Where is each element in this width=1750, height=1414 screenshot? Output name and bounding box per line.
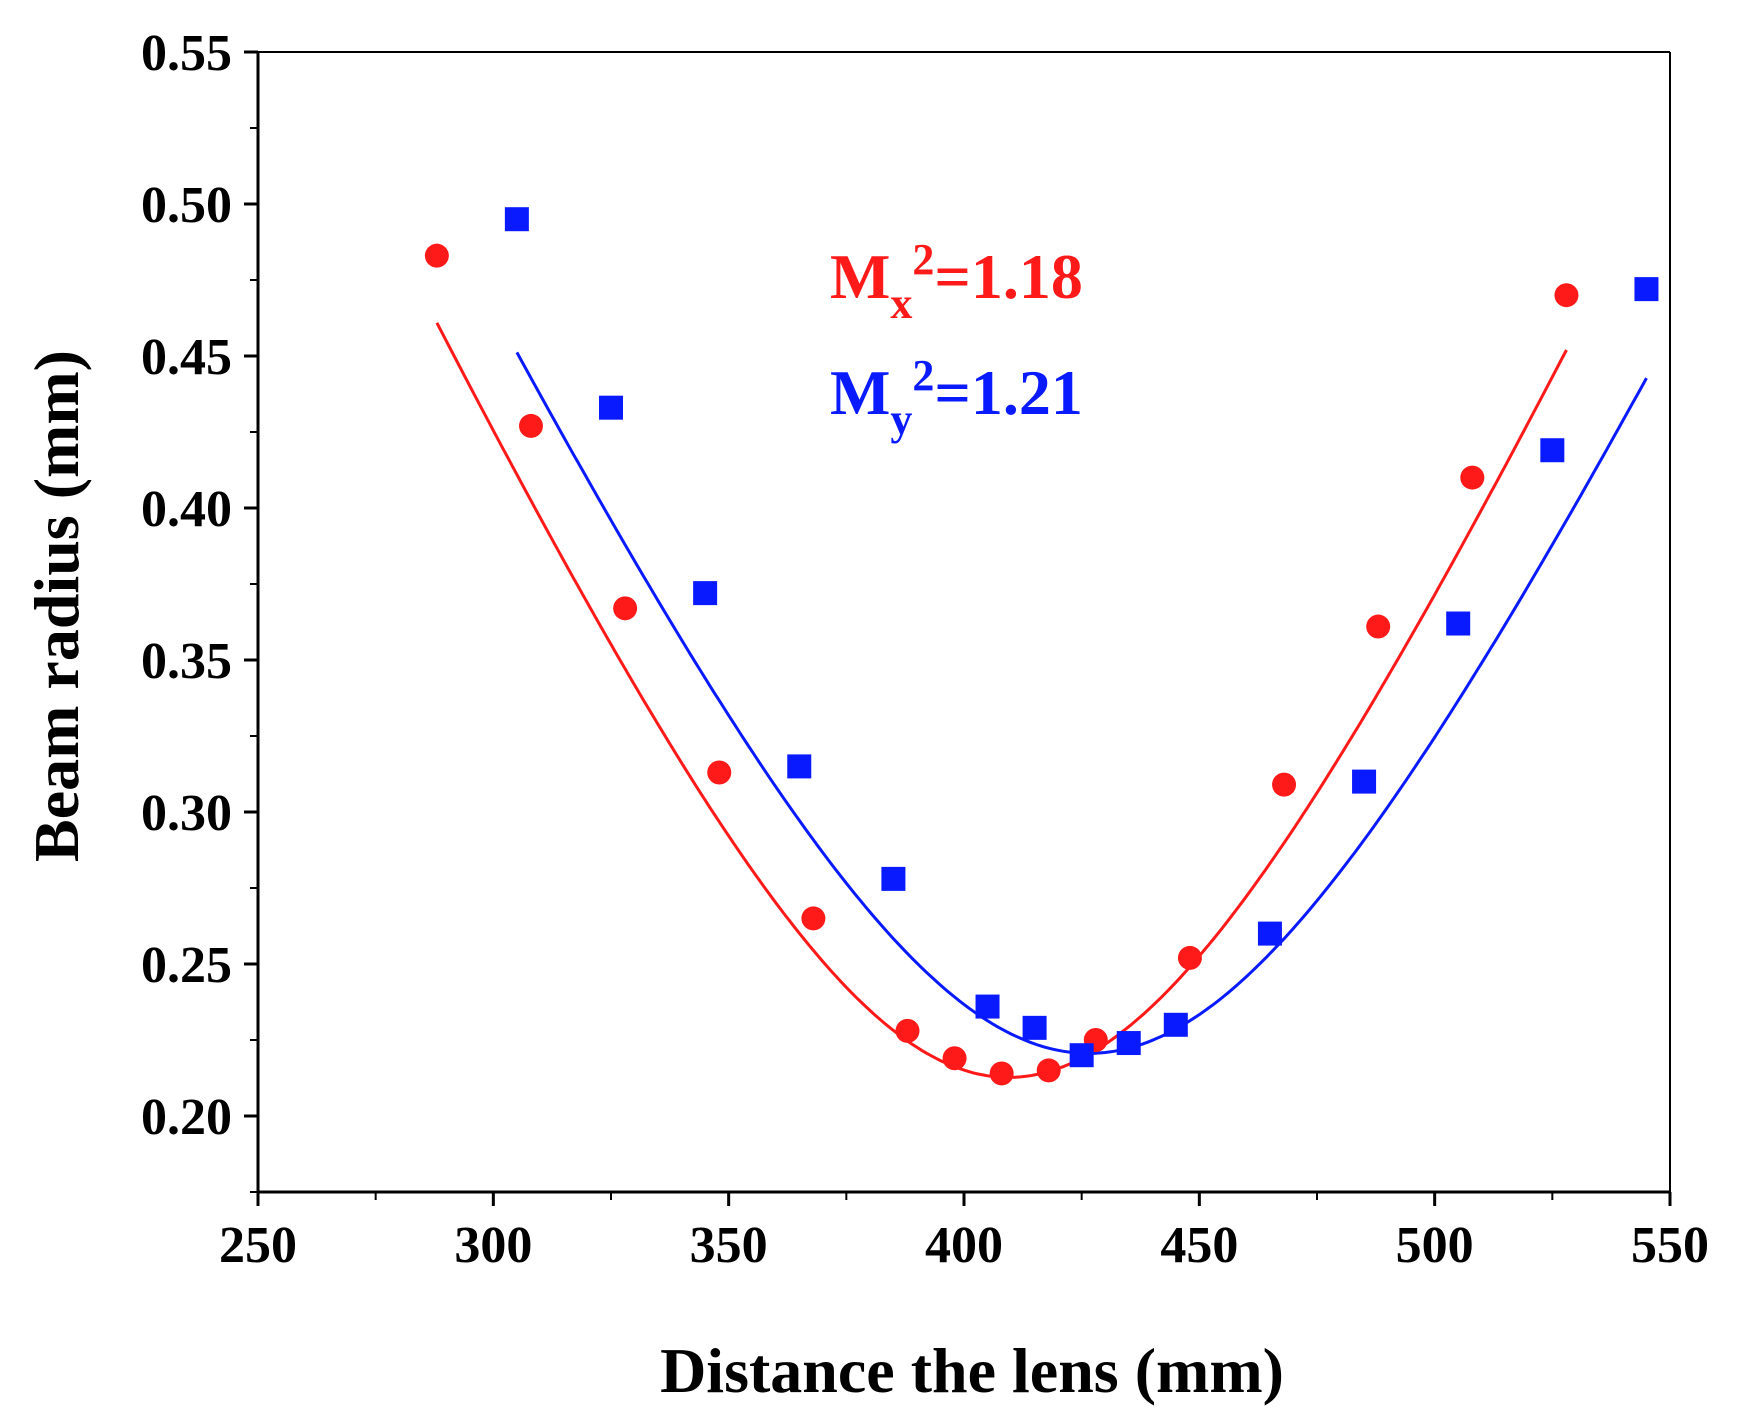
y-tick-label: 0.50 <box>141 177 232 234</box>
y-tick-label: 0.30 <box>141 785 232 842</box>
data-point-square <box>1540 438 1565 463</box>
data-point-square <box>504 207 529 232</box>
y-tick-label: 0.35 <box>141 633 232 690</box>
data-point-circle <box>424 243 449 268</box>
data-point-square <box>1257 921 1282 946</box>
x-tick-label: 350 <box>690 1217 768 1274</box>
x-tick-label: 400 <box>925 1217 1003 1274</box>
data-point-circle <box>613 596 638 621</box>
y-tick-label: 0.45 <box>141 329 232 386</box>
data-point-square <box>1352 769 1377 794</box>
data-point-square <box>1022 1015 1047 1040</box>
data-point-square <box>881 866 906 891</box>
x-tick-label: 300 <box>454 1217 532 1274</box>
data-point-square <box>1163 1012 1188 1037</box>
data-point-circle <box>895 1018 920 1043</box>
fit-curve-1 <box>435 322 1568 1079</box>
fit-curve-2 <box>515 351 1648 1055</box>
y-tick-label: 0.40 <box>141 481 232 538</box>
data-markers <box>424 207 1659 1086</box>
data-point-circle <box>1036 1058 1061 1083</box>
y-tick-label: 0.20 <box>141 1089 232 1146</box>
data-point-circle <box>801 906 826 931</box>
x-tick-label: 500 <box>1396 1217 1474 1274</box>
data-point-circle <box>1554 283 1579 308</box>
data-point-square <box>1634 277 1659 302</box>
x-tick-label: 450 <box>1160 1217 1238 1274</box>
data-point-circle <box>989 1061 1014 1086</box>
annotations: Mx2=1.18 My2=1.21 <box>830 235 1083 444</box>
data-point-circle <box>1272 772 1297 797</box>
x-axis-label: Distance the lens (mm) <box>660 1335 1284 1406</box>
y-tick-label: 0.55 <box>141 25 232 82</box>
data-point-circle <box>1366 614 1391 639</box>
data-point-square <box>1116 1031 1141 1056</box>
data-point-square <box>693 581 718 606</box>
annotation-2: My2=1.21 <box>830 351 1083 444</box>
data-point-square <box>1069 1043 1094 1068</box>
data-point-circle <box>707 760 732 785</box>
data-point-circle <box>1460 465 1485 490</box>
data-point-circle <box>942 1046 967 1071</box>
data-point-circle <box>1177 945 1202 970</box>
x-tick-label: 550 <box>1631 1217 1709 1274</box>
annotation-1: Mx2=1.18 <box>830 235 1083 328</box>
data-point-circle <box>518 413 543 438</box>
y-axis-label: Beam radius (mm) <box>21 350 92 862</box>
data-point-square <box>787 754 812 779</box>
y-tick-label: 0.25 <box>141 937 232 994</box>
data-point-square <box>599 395 623 420</box>
data-point-square <box>1446 611 1471 636</box>
fit-curves <box>435 322 1648 1079</box>
ticks: 250 300 350 400 450 500 550 0.20 0.25 0.30 0.35 0.4… <box>141 25 1709 1274</box>
x-tick-label: 250 <box>219 1217 297 1274</box>
data-point-square <box>975 994 1000 1019</box>
